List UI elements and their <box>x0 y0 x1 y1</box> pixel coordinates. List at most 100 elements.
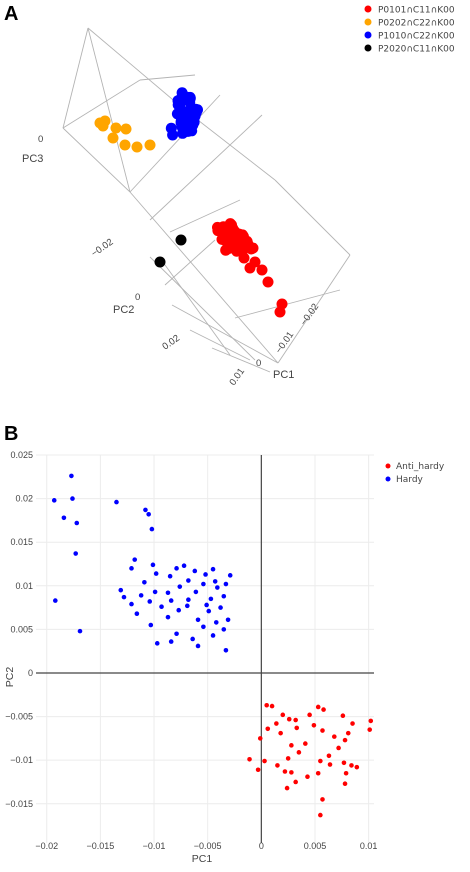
point-anti-hardy-45[interactable] <box>320 797 325 802</box>
point-anti-hardy-40[interactable] <box>315 770 321 776</box>
point-anti-hardy-2[interactable] <box>315 704 321 710</box>
point-hardy-19[interactable] <box>227 573 233 578</box>
point-anti-hardy-37[interactable] <box>282 769 288 774</box>
point-anti-hardy-1[interactable] <box>269 703 275 709</box>
point-anti-hardy-18[interactable] <box>345 730 351 736</box>
point3d-p0101-tail-5[interactable] <box>244 262 256 274</box>
legend-b-label-0[interactable]: Anti_hardy <box>396 462 445 472</box>
point-hardy-9[interactable] <box>73 551 79 556</box>
point-hardy-7[interactable] <box>74 520 80 526</box>
point3d-p0101-tail-2[interactable] <box>262 276 274 288</box>
point-anti-hardy-20[interactable] <box>257 736 263 741</box>
point-anti-hardy-5[interactable] <box>307 712 312 718</box>
point-anti-hardy-25[interactable] <box>296 750 302 755</box>
point-hardy-39[interactable] <box>147 599 153 604</box>
point-hardy-53[interactable] <box>201 624 206 630</box>
point-hardy-51[interactable] <box>213 620 219 625</box>
point-anti-hardy-29[interactable] <box>262 758 267 764</box>
point-hardy-58[interactable] <box>190 636 195 642</box>
point3d-p0101-tail-4[interactable] <box>274 306 286 318</box>
point3d-p0202-8[interactable] <box>144 139 156 151</box>
point-hardy-57[interactable] <box>210 633 216 638</box>
point-anti-hardy-15[interactable] <box>367 727 373 732</box>
point-anti-hardy-28[interactable] <box>247 756 252 762</box>
point-hardy-15[interactable] <box>210 566 216 572</box>
point-hardy-22[interactable] <box>212 579 218 584</box>
point-anti-hardy-22[interactable] <box>303 741 308 746</box>
point-anti-hardy-6[interactable] <box>340 713 346 719</box>
legend-panel-a[interactable]: P0101∩C11∩K00 P0202∩C22∩K00 P1010∩C22∩K0… <box>364 5 455 55</box>
point-anti-hardy-33[interactable] <box>349 763 354 768</box>
point-hardy-14[interactable] <box>174 566 179 571</box>
point-anti-hardy-7[interactable] <box>286 716 292 722</box>
point-hardy-11[interactable] <box>150 562 156 568</box>
point-hardy-61[interactable] <box>195 643 201 649</box>
point-anti-hardy-19[interactable] <box>331 734 337 739</box>
point-hardy-30[interactable] <box>193 589 199 595</box>
point-hardy-49[interactable] <box>195 617 201 623</box>
point-anti-hardy-27[interactable] <box>285 756 291 761</box>
legend-a-label-2[interactable]: P1010∩C22∩K00 <box>378 32 455 42</box>
point-hardy-28[interactable] <box>118 587 124 593</box>
point-hardy-46[interactable] <box>206 608 212 614</box>
point-anti-hardy-0[interactable] <box>264 702 269 708</box>
point-hardy-50[interactable] <box>225 617 231 623</box>
point-hardy-54[interactable] <box>221 627 227 632</box>
point-hardy-5[interactable] <box>146 511 151 517</box>
point-hardy-20[interactable] <box>167 573 173 579</box>
point-hardy-55[interactable] <box>77 628 83 634</box>
point-anti-hardy-14[interactable] <box>265 726 271 732</box>
point3d-p0202-2[interactable] <box>97 120 109 132</box>
point-anti-hardy-11[interactable] <box>350 721 355 726</box>
point-anti-hardy-44[interactable] <box>284 785 290 791</box>
point-hardy-56[interactable] <box>174 631 179 637</box>
point-hardy-38[interactable] <box>168 598 174 603</box>
point3d-p0101-tail-6[interactable] <box>238 252 250 264</box>
point-hardy-36[interactable] <box>186 597 191 603</box>
point-hardy-3[interactable] <box>114 499 119 505</box>
point-hardy-17[interactable] <box>153 571 159 576</box>
point-hardy-52[interactable] <box>148 622 154 628</box>
point3d-p1010-55[interactable] <box>167 129 179 141</box>
point-hardy-27[interactable] <box>215 585 220 590</box>
point3d-p0202-6[interactable] <box>119 139 131 151</box>
point-hardy-16[interactable] <box>192 568 198 574</box>
point-anti-hardy-35[interactable] <box>354 764 360 770</box>
point-hardy-8[interactable] <box>149 526 155 532</box>
point-hardy-62[interactable] <box>223 648 229 653</box>
point3d-p1010-62[interactable] <box>186 125 198 137</box>
point-hardy-26[interactable] <box>177 584 183 589</box>
point-hardy-43[interactable] <box>159 604 164 610</box>
legend-a-label-3[interactable]: P2020∩C11∩K00 <box>378 45 455 55</box>
point-hardy-0[interactable] <box>69 473 74 479</box>
point-anti-hardy-46[interactable] <box>318 812 323 818</box>
point-hardy-45[interactable] <box>176 607 182 613</box>
point-hardy-41[interactable] <box>204 602 209 608</box>
point3d-p0202-4[interactable] <box>120 123 132 135</box>
point-hardy-4[interactable] <box>143 507 148 513</box>
point-hardy-25[interactable] <box>223 581 229 587</box>
point3d-p0101-46[interactable] <box>220 244 232 256</box>
point-anti-hardy-31[interactable] <box>341 760 347 766</box>
point-hardy-24[interactable] <box>201 581 206 587</box>
point3d-p2020-0[interactable] <box>175 234 187 246</box>
point-anti-hardy-17[interactable] <box>278 730 283 736</box>
point-hardy-33[interactable] <box>221 593 227 599</box>
point-hardy-42[interactable] <box>184 603 190 609</box>
point3d-p2020-1[interactable] <box>154 256 166 268</box>
point-hardy-10[interactable] <box>132 557 138 562</box>
point-hardy-31[interactable] <box>165 590 171 596</box>
point-hardy-37[interactable] <box>53 598 58 603</box>
point-hardy-21[interactable] <box>186 578 191 583</box>
point-hardy-1[interactable] <box>70 496 75 501</box>
point-anti-hardy-43[interactable] <box>342 781 348 787</box>
point-anti-hardy-9[interactable] <box>368 718 374 724</box>
point-anti-hardy-13[interactable] <box>294 725 300 731</box>
point3d-p0202-5[interactable] <box>107 132 119 144</box>
point-anti-hardy-41[interactable] <box>305 774 310 780</box>
legend-a-label-1[interactable]: P0202∩C22∩K00 <box>378 19 455 29</box>
point-hardy-48[interactable] <box>165 614 171 620</box>
point-anti-hardy-38[interactable] <box>289 770 294 775</box>
point-hardy-2[interactable] <box>51 498 57 503</box>
point-hardy-60[interactable] <box>154 641 160 646</box>
